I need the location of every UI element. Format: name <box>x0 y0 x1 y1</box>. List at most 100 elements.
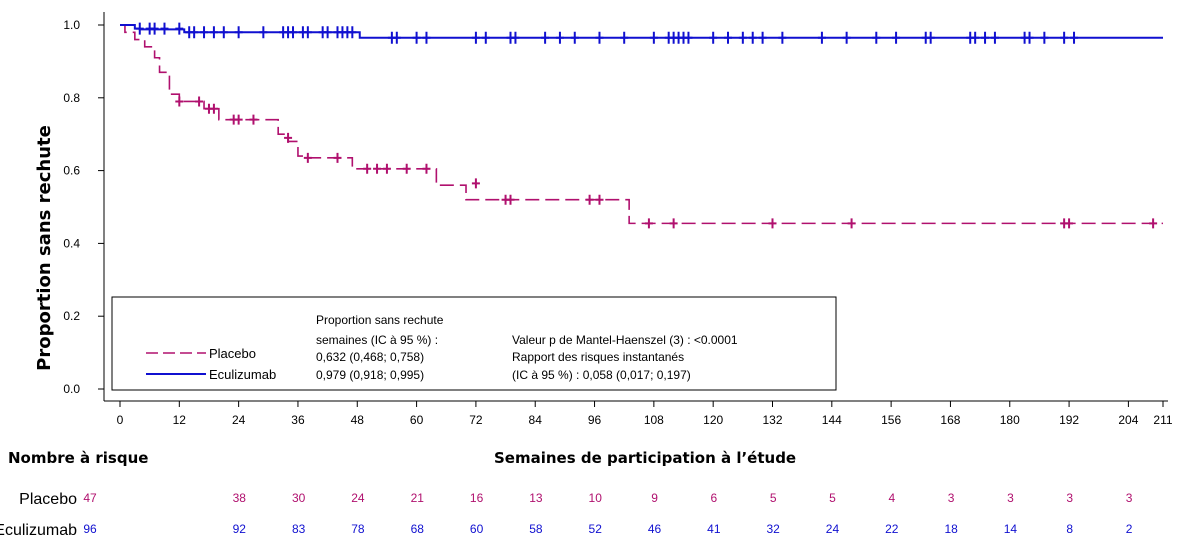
censor-mark <box>1070 31 1079 44</box>
censor-mark <box>768 218 777 229</box>
censor-mark <box>649 31 658 44</box>
censor-mark <box>422 31 431 44</box>
censor-mark <box>847 218 856 229</box>
censor-mark <box>249 114 258 125</box>
risk-value: 9 <box>651 491 658 505</box>
y-tick-label: 0.0 <box>63 382 80 396</box>
risk-value: 41 <box>707 522 721 536</box>
censor-mark <box>644 218 653 229</box>
censor-mark <box>219 26 228 39</box>
censor-mark <box>724 31 733 44</box>
risk-value: 58 <box>529 522 543 536</box>
risk-value: 5 <box>829 491 836 505</box>
risk-row-label: Eculizumab <box>0 522 77 539</box>
axes: 0.0 0.2 0.4 0.6 0.8 1.0 0 12 24 36 48 60 72 84 96 108 12… <box>63 12 1173 427</box>
censor-mark <box>175 96 184 107</box>
risk-value: 60 <box>469 522 484 536</box>
risk-value: 3 <box>1066 491 1074 505</box>
censor-mark <box>333 152 342 163</box>
x-tick-label: 108 <box>644 413 664 427</box>
legend: Placebo Eculizumab Proportion sans rechu… <box>111 296 837 391</box>
risk-value: 47 <box>83 491 97 505</box>
legend-line-3: 0,979 (0,918; 0,995) <box>316 368 424 382</box>
censor-mark <box>402 163 411 174</box>
censor-mark <box>382 163 391 174</box>
y-tick-label: 0.6 <box>63 164 80 178</box>
risk-value: 83 <box>291 522 306 536</box>
km-chart: 0.0 0.2 0.4 0.6 0.8 1.0 0 12 24 36 48 60 72 84 96 108 12… <box>34 12 1173 427</box>
risk-value: 46 <box>647 522 662 536</box>
risk-value: 13 <box>529 491 543 505</box>
legend-header: Proportion sans rechute <box>316 313 444 327</box>
censor-mark <box>892 31 901 44</box>
risk-value: 24 <box>825 522 840 536</box>
x-tick-label: 96 <box>588 413 602 427</box>
censor-mark <box>1060 31 1069 44</box>
y-tick-label: 0.2 <box>63 309 80 323</box>
legend-line-2: 0,632 (0,468; 0,758) <box>316 350 424 364</box>
censor-mark <box>511 31 520 44</box>
x-tick-label: 24 <box>232 413 246 427</box>
x-tick-label: 12 <box>173 413 187 427</box>
censor-mark <box>135 22 144 35</box>
censor-mark <box>392 31 401 44</box>
censor-mark <box>471 31 480 44</box>
censor-mark <box>195 96 204 107</box>
risk-value: 38 <box>232 491 246 505</box>
censor-mark <box>758 31 767 44</box>
censor-mark <box>175 22 184 35</box>
censor-mark <box>422 163 431 174</box>
x-tick-label: 156 <box>881 413 901 427</box>
risk-row-label: Placebo <box>19 491 77 508</box>
censor-mark <box>842 31 851 44</box>
risk-value: 18 <box>944 522 958 536</box>
censor-mark <box>303 152 312 163</box>
censor-mark <box>363 163 372 174</box>
risk-value: 30 <box>291 491 306 505</box>
censor-mark <box>555 31 564 44</box>
censor-mark <box>971 31 980 44</box>
censor-mark <box>471 178 480 189</box>
censor-mark <box>709 31 718 44</box>
risk-value: 96 <box>83 522 97 536</box>
x-tick-label: 132 <box>762 413 782 427</box>
x-tick-label: 84 <box>529 413 543 427</box>
risk-value: 1 <box>1168 491 1178 505</box>
legend-box <box>111 296 837 391</box>
x-tick-label: 211 <box>1153 413 1172 427</box>
risk-value: 32 <box>766 522 780 536</box>
curves <box>120 22 1163 229</box>
risk-value: 3 <box>1125 491 1133 505</box>
censor-mark <box>373 163 382 174</box>
censor-mark <box>541 31 550 44</box>
risk-value: 5 <box>769 491 777 505</box>
censor-mark <box>926 31 935 44</box>
risk-value: 68 <box>410 522 424 536</box>
censor-mark <box>738 31 747 44</box>
x-tick-label: 168 <box>940 413 960 427</box>
legend-label-placebo: Placebo <box>209 346 256 361</box>
censor-mark <box>323 26 332 39</box>
censor-mark <box>150 22 159 35</box>
censor-mark <box>570 31 579 44</box>
x-tick-label: 204 <box>1118 413 1138 427</box>
risk-value: 14 <box>1003 522 1018 536</box>
x-tick-label: 36 <box>291 413 305 427</box>
risk-value: 10 <box>588 491 602 505</box>
censor-mark <box>620 31 629 44</box>
legend-line-1: semaines (IC à 95 %) : <box>316 333 438 347</box>
censor-mark <box>160 22 169 35</box>
censor-mark <box>1065 218 1074 229</box>
x-tick-label: 120 <box>703 413 723 427</box>
y-tick-label: 1.0 <box>63 18 80 32</box>
censor-mark <box>289 26 298 39</box>
censor-mark <box>817 31 826 44</box>
x-tick-label: 144 <box>822 413 842 427</box>
censor-mark <box>190 26 199 39</box>
risk-value: 24 <box>351 491 365 505</box>
censor-mark <box>259 26 268 39</box>
censor-mark <box>872 31 881 44</box>
risk-value: 78 <box>351 522 365 536</box>
legend-label-eculizumab: Eculizumab <box>209 367 276 382</box>
y-tick-label: 0.8 <box>63 91 80 105</box>
